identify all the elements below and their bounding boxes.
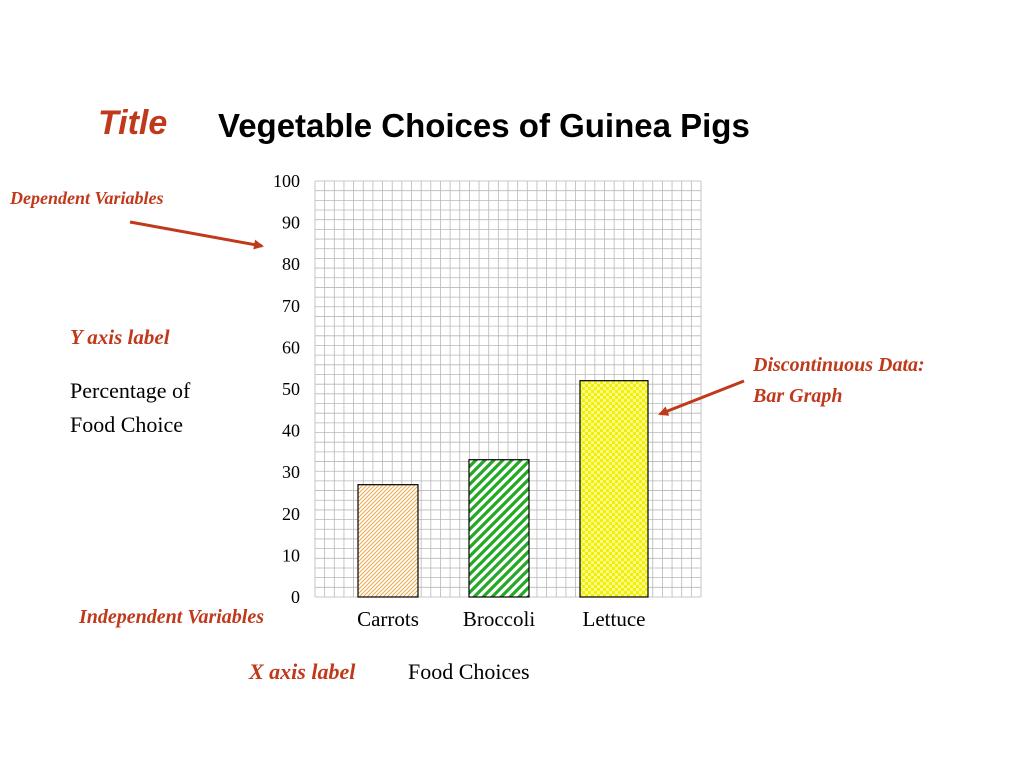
y-tick-label: 60 <box>282 337 300 357</box>
y-axis-label-annotation: Y axis label <box>70 325 170 349</box>
dependent-variables-arrow <box>129 220 264 250</box>
bar-graph-arrow <box>658 379 745 416</box>
independent-variables-annotation: Independent Variables <box>79 606 265 628</box>
y-tick-label: 80 <box>282 254 300 274</box>
chart-title: Vegetable Choices of Guinea Pigs <box>218 107 750 144</box>
y-tick-label: 40 <box>282 421 300 441</box>
x-axis-label: Food Choices <box>408 659 530 684</box>
y-tick-label: 100 <box>273 171 300 191</box>
y-axis-label-line2: Food Choice <box>70 412 184 437</box>
bar-carrots <box>357 484 419 598</box>
y-tick-label: 10 <box>282 545 300 565</box>
y-axis-label: Percentage of Food Choice <box>70 374 270 442</box>
x-category-label: Broccoli <box>463 607 535 631</box>
x-category-label: Lettuce <box>583 607 646 631</box>
discontinuous-line2: Bar Graph <box>753 385 843 407</box>
y-axis-label-line1: Percentage of <box>70 378 191 403</box>
y-tick-labels: 0 10 20 30 40 50 60 70 80 90 100 <box>273 171 300 607</box>
title-annotation: Title <box>98 104 168 142</box>
y-tick-label: 0 <box>291 587 300 607</box>
bars <box>357 380 649 598</box>
bar-lettuce <box>579 380 649 598</box>
x-axis-label-annotation: X axis label <box>249 659 356 684</box>
x-category-label: Carrots <box>357 607 419 631</box>
bar-broccoli <box>468 459 530 598</box>
y-tick-label: 50 <box>282 379 300 399</box>
x-category-labels: Carrots Broccoli Lettuce <box>357 607 645 631</box>
y-tick-label: 70 <box>282 296 300 316</box>
y-tick-label: 90 <box>282 213 300 233</box>
y-tick-label: 30 <box>282 462 300 482</box>
discontinuous-data-annotation: Discontinuous Data: Bar Graph <box>753 350 1013 412</box>
discontinuous-line1: Discontinuous Data: <box>753 354 925 376</box>
dependent-variables-annotation: Dependent Variables <box>10 188 164 208</box>
y-tick-label: 20 <box>282 504 300 524</box>
